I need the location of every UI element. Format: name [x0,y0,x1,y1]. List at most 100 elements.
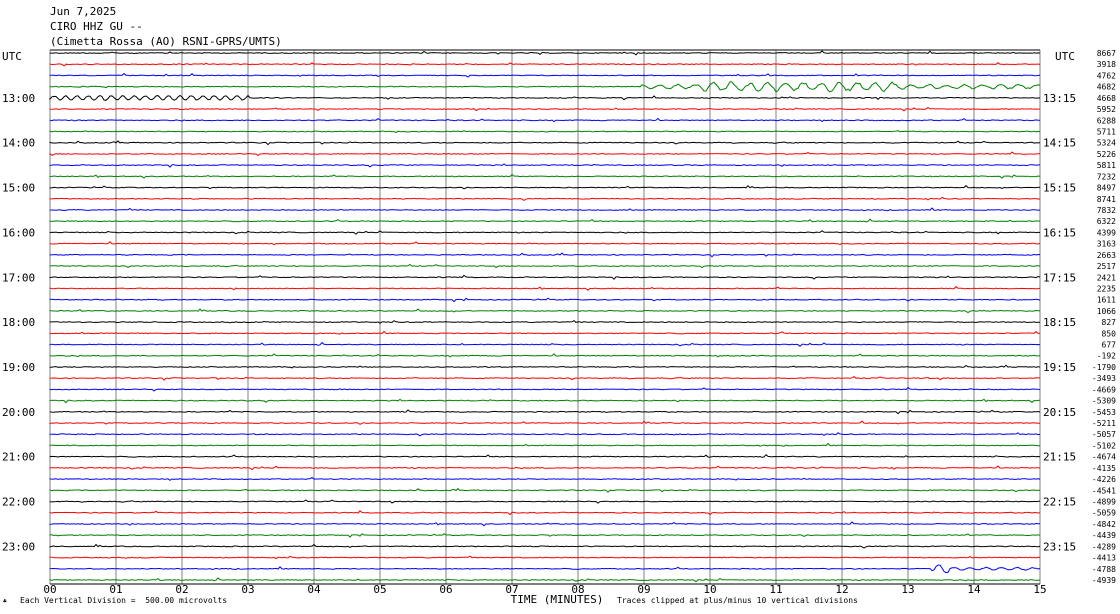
trace-offset-label: -5057 [1092,430,1116,439]
trace-offset-label: -4289 [1092,542,1116,551]
seismic-trace [49,106,1041,112]
trace-offset-label: 2663 [1097,251,1116,260]
seismic-trace [49,151,1041,157]
seismic-trace [49,81,1041,93]
hour-label-left: 21:00 [2,451,35,464]
hour-label-left: 14:00 [2,137,35,150]
seismic-trace [49,341,1041,347]
trace-offset-label: -4541 [1092,486,1116,495]
station-label: CIRO HHZ GU -- [50,20,143,33]
seismic-trace [49,117,1040,123]
seismic-trace [49,375,1041,381]
seismic-trace [49,521,1041,527]
x-tick-label: 08 [571,583,584,596]
seismic-trace [49,62,1041,67]
seismic-trace [49,465,1041,471]
x-tick-label: 15 [1033,583,1046,596]
trace-offset-label: -4439 [1092,531,1116,540]
trace-offset-label: 827 [1102,318,1117,327]
seismic-trace [49,184,1041,190]
seismic-trace [49,240,1041,246]
seismic-trace [49,94,1041,101]
x-tick-label: 02 [175,583,188,596]
hour-label-right: 18:15 [1043,316,1076,329]
trace-offset-label: -5309 [1092,397,1116,406]
trace-offset-label: -5102 [1092,441,1116,450]
trace-offset-label: -1790 [1092,363,1116,372]
x-tick-label: 05 [373,583,386,596]
hour-label-right: 19:15 [1043,361,1076,374]
trace-offset-label: 7832 [1097,206,1116,215]
date-label: Jun 7,2025 [50,5,117,18]
seismic-trace [49,499,1041,504]
trace-offset-label: -5059 [1092,509,1116,518]
x-tick-label: 04 [307,583,321,596]
trace-offset-label: -4413 [1092,554,1116,563]
hour-label-right: 22:15 [1043,496,1076,509]
seismic-trace [49,274,1041,280]
trace-offset-label: -4842 [1092,520,1116,529]
x-tick-label: 01 [109,583,122,596]
hour-label-left: 13:00 [2,92,35,105]
trace-offset-label: 1611 [1097,296,1116,305]
seismic-trace [49,353,1041,358]
hour-label-right: 21:15 [1043,451,1076,464]
trace-offset-label: -5453 [1092,408,1116,417]
hour-label-right: 23:15 [1043,540,1076,553]
trace-offset-label: 4682 [1097,83,1116,92]
seismic-trace [49,50,1041,56]
seismic-trace [49,420,1041,425]
trace-offset-label: 7232 [1097,172,1116,181]
seismic-trace [49,533,1041,538]
seismic-trace [49,398,1041,404]
hour-label-left: 16:00 [2,226,35,239]
x-axis-label: TIME (MINUTES) [511,593,604,606]
seismic-trace [49,442,1041,447]
trace-offset-label: 3163 [1097,240,1116,249]
x-tick-label: 00 [43,583,56,596]
seismic-trace [49,297,1041,303]
trace-offset-label: 2517 [1097,262,1116,271]
hour-label-right: 16:15 [1043,226,1076,239]
seismic-trace [49,252,1041,258]
hour-label-left: 18:00 [2,316,35,329]
seismic-trace [49,163,1041,168]
trace-offset-label: 850 [1102,329,1117,338]
seismic-trace [49,510,1041,516]
seismic-trace [49,409,1041,415]
trace-offset-label: 677 [1102,341,1117,350]
trace-offset-label: -192 [1097,352,1116,361]
seismic-trace [49,386,1041,392]
seismic-trace [49,263,1041,269]
trace-offset-label: 2421 [1097,273,1116,282]
utc-right-label: UTC [1055,50,1075,63]
site-label: (Cimetta Rossa (AO) RSNI-GPRS/UMTS) [50,35,282,48]
trace-offset-label: 4399 [1097,228,1116,237]
hour-label-left: 22:00 [2,496,35,509]
seismic-trace [49,487,1040,493]
x-tick-label: 14 [967,583,981,596]
trace-offset-label: -4226 [1092,475,1116,484]
trace-offset-label: -4939 [1092,576,1116,585]
x-tick-label: 10 [703,583,716,596]
trace-offset-label: -4899 [1092,498,1116,507]
clip-note: Traces clipped at plus/minus 10 vertical… [617,596,858,605]
trace-offset-label: 4762 [1097,71,1116,80]
trace-offset-label: 5952 [1097,105,1116,114]
trace-offset-label: -4669 [1092,385,1116,394]
hour-label-right: 14:15 [1043,137,1076,150]
x-tick-label: 03 [241,583,254,596]
x-tick-label: 12 [835,583,848,596]
seismic-trace [49,577,1041,583]
utc-left-label: UTC [2,50,22,63]
hour-label-right: 20:15 [1043,406,1076,419]
seismic-trace [49,432,1041,437]
trace-offset-label: 6288 [1097,116,1116,125]
trace-offset-label: 4668 [1097,94,1116,103]
seismic-trace [49,454,1041,458]
seismic-trace [49,230,1041,235]
trace-offset-label: 5811 [1097,161,1116,170]
trace-offset-label: 5711 [1097,127,1116,136]
hour-label-right: 15:15 [1043,182,1076,195]
